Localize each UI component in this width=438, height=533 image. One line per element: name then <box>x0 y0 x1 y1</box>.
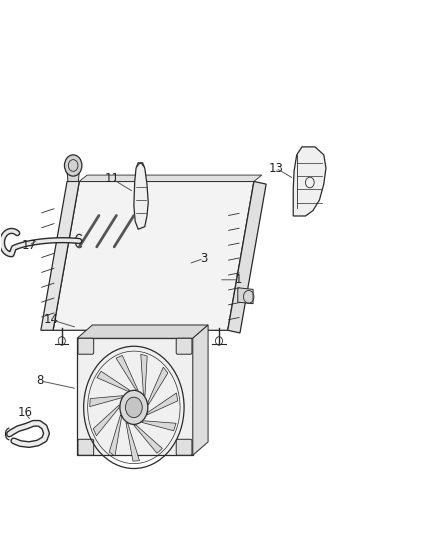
Text: 16: 16 <box>17 406 32 419</box>
Polygon shape <box>97 372 130 391</box>
Text: 11: 11 <box>105 172 120 185</box>
Text: 17: 17 <box>21 239 37 252</box>
Text: 3: 3 <box>200 252 208 265</box>
Polygon shape <box>41 181 79 330</box>
Polygon shape <box>53 181 254 330</box>
Polygon shape <box>77 325 208 338</box>
Polygon shape <box>77 338 193 455</box>
FancyBboxPatch shape <box>176 338 192 354</box>
Polygon shape <box>67 171 79 181</box>
Text: 13: 13 <box>268 161 283 175</box>
Text: 14: 14 <box>43 313 58 326</box>
Polygon shape <box>79 175 262 181</box>
FancyBboxPatch shape <box>78 338 94 354</box>
Text: 8: 8 <box>36 374 44 387</box>
Text: 1: 1 <box>235 273 242 286</box>
Polygon shape <box>228 181 266 333</box>
Polygon shape <box>238 288 253 304</box>
Polygon shape <box>126 423 140 461</box>
Polygon shape <box>293 147 326 216</box>
Polygon shape <box>116 356 138 390</box>
FancyBboxPatch shape <box>78 439 94 455</box>
Polygon shape <box>193 325 208 455</box>
Polygon shape <box>93 405 119 436</box>
FancyBboxPatch shape <box>176 439 192 455</box>
Polygon shape <box>90 395 123 407</box>
Polygon shape <box>134 163 148 229</box>
Polygon shape <box>148 367 168 405</box>
Circle shape <box>120 390 148 424</box>
Polygon shape <box>134 425 162 453</box>
Polygon shape <box>147 393 178 415</box>
Polygon shape <box>142 421 176 431</box>
Polygon shape <box>109 415 122 456</box>
Circle shape <box>125 397 142 417</box>
Circle shape <box>64 155 82 176</box>
Polygon shape <box>141 354 147 395</box>
